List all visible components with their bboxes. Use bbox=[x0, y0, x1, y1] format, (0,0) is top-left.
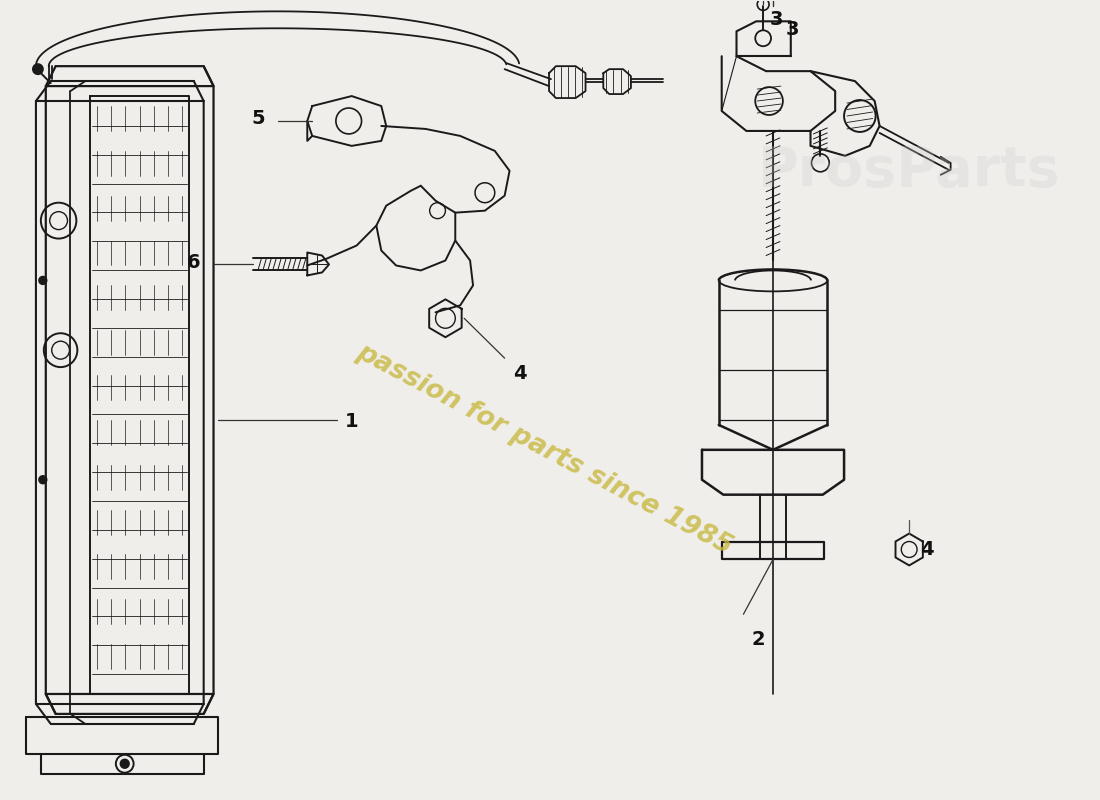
Text: 6: 6 bbox=[187, 253, 200, 272]
Circle shape bbox=[120, 759, 129, 768]
Text: 1: 1 bbox=[345, 413, 359, 431]
Text: 2: 2 bbox=[751, 630, 764, 649]
Circle shape bbox=[39, 476, 47, 484]
Text: 3: 3 bbox=[769, 10, 783, 29]
Text: 4: 4 bbox=[513, 363, 526, 382]
Text: 5: 5 bbox=[251, 110, 265, 129]
Text: 4: 4 bbox=[920, 540, 934, 559]
Text: ProsParts: ProsParts bbox=[758, 144, 1060, 198]
Circle shape bbox=[39, 277, 47, 285]
Circle shape bbox=[33, 64, 43, 74]
Text: passion for parts since 1985: passion for parts since 1985 bbox=[352, 339, 736, 560]
Text: 3: 3 bbox=[785, 20, 800, 38]
